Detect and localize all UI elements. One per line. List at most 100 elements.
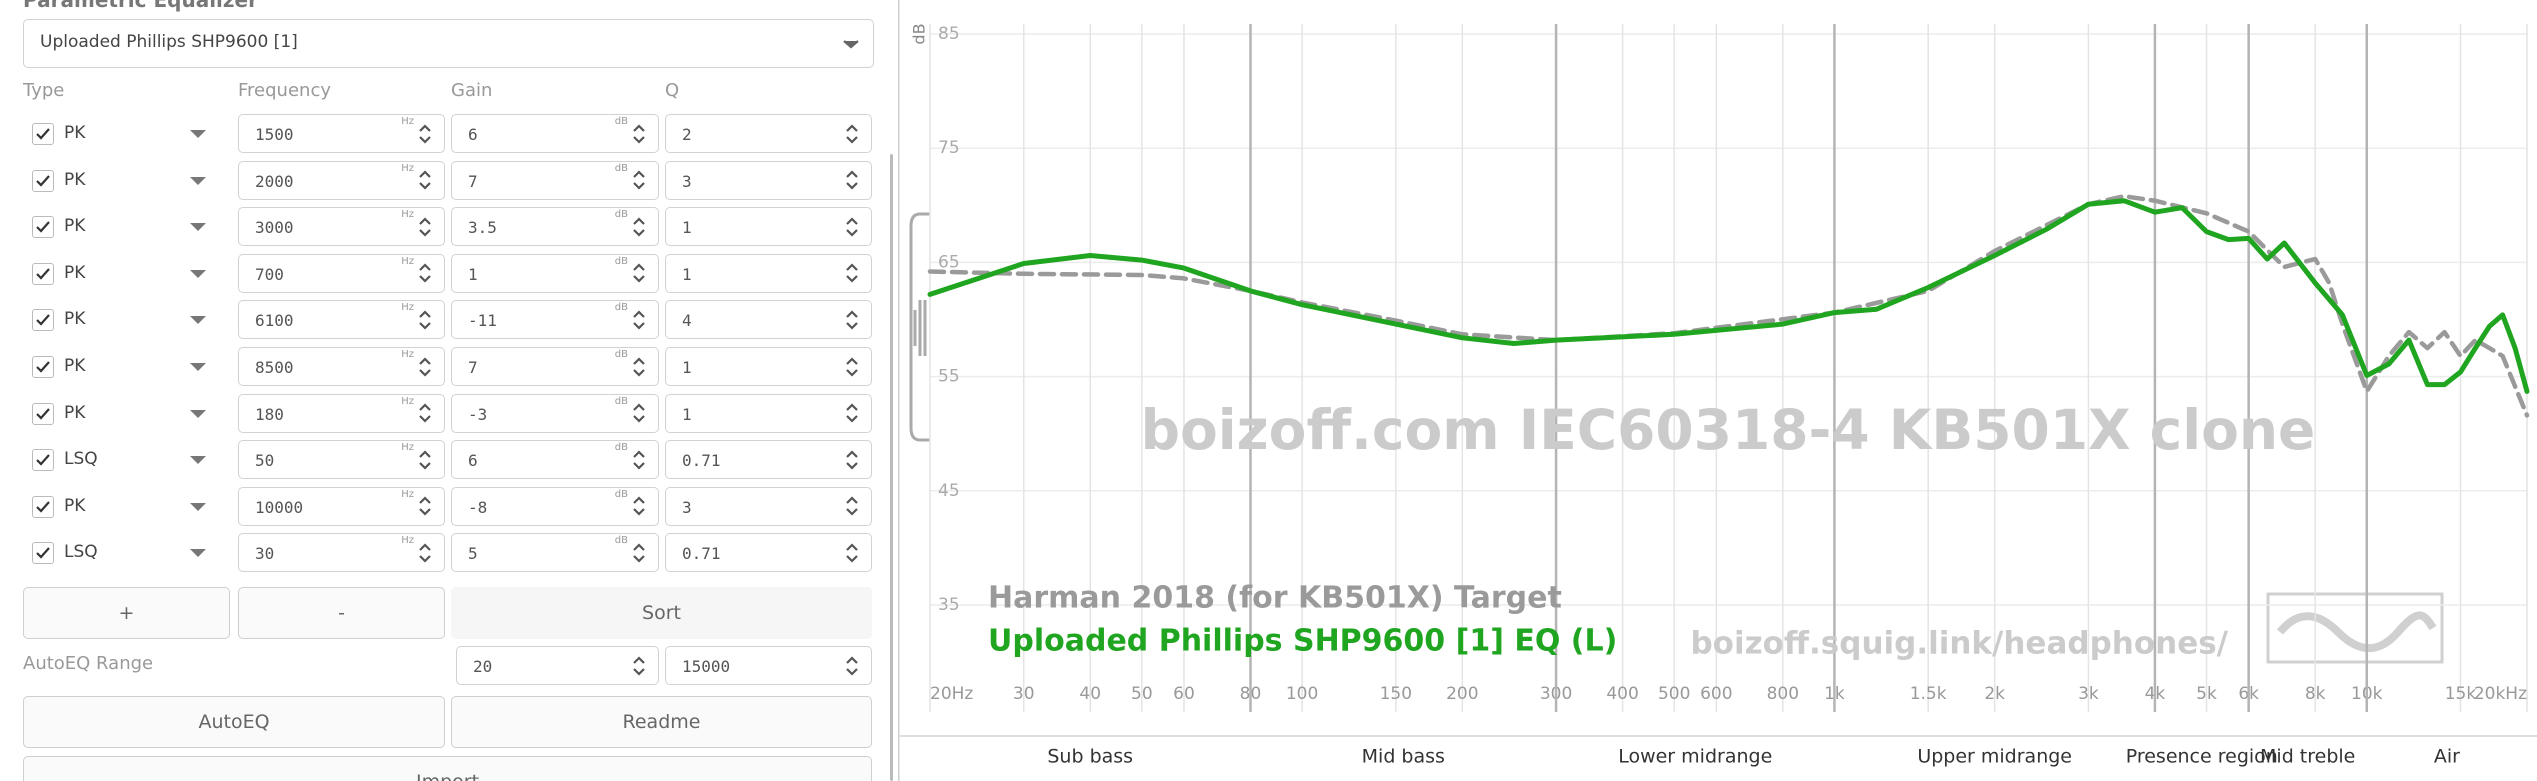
filter-checkbox[interactable] [32, 262, 54, 285]
filter-gain: 7 [468, 358, 478, 377]
x-tick-label: 800 [1767, 684, 1799, 704]
filter-q-input[interactable]: 1 [665, 207, 872, 247]
spinner-shape [419, 263, 431, 283]
spinner [846, 217, 858, 237]
range-handle[interactable] [909, 212, 930, 442]
filter-q-input[interactable]: 4 [665, 300, 872, 340]
x-tick-label: 40 [1079, 684, 1101, 704]
band-label: Air [2434, 746, 2460, 768]
filter-checkbox[interactable] [32, 123, 54, 145]
check-mark [36, 454, 50, 466]
spinner [419, 543, 431, 563]
spinner [633, 310, 645, 330]
filter-gain-input[interactable]: 6 dB [451, 114, 659, 153]
autoeq-min: 20 [473, 657, 493, 676]
type-dropdown[interactable] [190, 316, 206, 325]
filter-q-input[interactable]: 1 [665, 393, 872, 433]
filter-gain: 6 [468, 125, 478, 144]
filter-q-input[interactable]: 0.71 [665, 440, 872, 480]
type-dropdown[interactable] [190, 130, 206, 138]
type-dropdown[interactable] [190, 363, 206, 371]
filter-checkbox[interactable] [32, 169, 54, 192]
type-dropdown[interactable] [190, 456, 206, 465]
filter-q-input[interactable]: 3 [665, 486, 872, 526]
preset-select[interactable]: Uploaded Phillips SHP9600 [1] [23, 19, 874, 68]
filter-q: 1 [682, 404, 692, 424]
filter-type: LSQ [64, 542, 98, 563]
type-dropdown[interactable] [190, 269, 206, 278]
filter-freq-input[interactable]: 8500 Hz [238, 347, 445, 386]
filter-freq-input[interactable]: 180 Hz [238, 393, 445, 433]
type-dropdown[interactable] [190, 409, 206, 418]
unit-label: Hz [401, 116, 414, 127]
filter-gain-input[interactable]: -3 dB [451, 393, 659, 433]
filter-checkbox[interactable] [32, 495, 54, 518]
filter-gain-input[interactable]: 5 dB [451, 533, 659, 573]
spinner-shape [633, 310, 645, 330]
filter-q-input[interactable]: 1 [665, 253, 872, 293]
autoeq-max-input[interactable]: 15000 [665, 646, 872, 685]
check-mark-shape [36, 547, 50, 559]
spinner [419, 310, 431, 330]
type-dropdown[interactable] [190, 502, 206, 511]
spinner-shape [419, 310, 431, 330]
button-import[interactable]: Import [23, 756, 872, 781]
type-dropdown[interactable] [190, 549, 206, 558]
spinner [846, 450, 858, 470]
chart: 354555657585dB20Hz3040506080100150200300… [898, 0, 2537, 781]
panel-title: Parametric Equalizer [23, 0, 258, 12]
filter-gain-input[interactable]: -11 dB [451, 300, 659, 340]
filter-freq-input[interactable]: 10000 Hz [238, 486, 445, 526]
filter-checkbox[interactable] [32, 542, 54, 565]
filter-freq-input[interactable]: 30 Hz [238, 533, 445, 573]
preset-name: Uploaded Phillips SHP9600 [1] [40, 32, 298, 52]
filter-gain-input[interactable]: 6 dB [451, 440, 659, 480]
spinner-shape [846, 403, 858, 423]
filter-gain-input[interactable]: 3.5 dB [451, 207, 659, 247]
filter-q-input[interactable]: 0.71 [665, 533, 872, 573]
filter-type: PK [64, 356, 86, 376]
filter-freq-input[interactable]: 1500 Hz [238, 114, 445, 153]
filter-q-input[interactable]: 2 [665, 114, 872, 153]
filter-checkbox[interactable] [32, 356, 54, 378]
filter-freq-input[interactable]: 3000 Hz [238, 207, 445, 247]
filter-q-input[interactable]: 3 [665, 160, 872, 200]
button-readme[interactable]: Readme [451, 696, 872, 748]
filter-gain-input[interactable]: 7 dB [451, 160, 659, 200]
logo [2276, 611, 2437, 653]
spinner [846, 356, 858, 377]
x-tick-label: 60 [1173, 684, 1195, 704]
filter-checkbox[interactable] [32, 216, 54, 239]
button-remove[interactable]: - [238, 587, 445, 639]
button-add[interactable]: + [23, 587, 230, 639]
filter-checkbox[interactable] [32, 402, 54, 425]
unit-label: dB [614, 349, 628, 360]
y-tick-label: 85 [938, 24, 960, 44]
logo-box [2266, 592, 2444, 664]
filter-q: 1 [682, 218, 692, 238]
filter-q: 1 [682, 358, 692, 377]
filter-gain-input[interactable]: -8 dB [451, 486, 659, 526]
filter-checkbox[interactable] [32, 449, 54, 472]
filter-freq-input[interactable]: 2000 Hz [238, 160, 445, 200]
filter-gain-input[interactable]: 1 dB [451, 253, 659, 293]
filter-gain-input[interactable]: 7 dB [451, 347, 659, 386]
check-mark-shape [36, 128, 50, 140]
button-sort[interactable]: Sort [451, 587, 872, 639]
type-dropdown[interactable] [190, 176, 206, 185]
filter-freq-input[interactable]: 700 Hz [238, 253, 445, 293]
filter-q: 2 [682, 125, 692, 144]
filter-freq-input[interactable]: 50 Hz [238, 440, 445, 480]
band-label: Presence region [2126, 746, 2278, 768]
spinner-shape [633, 263, 645, 283]
type-dropdown[interactable] [190, 223, 206, 232]
button-autoeq[interactable]: AutoEQ [23, 696, 445, 748]
spinner [846, 263, 858, 283]
filter-freq-input[interactable]: 6100 Hz [238, 300, 445, 340]
filter-checkbox[interactable] [32, 309, 54, 332]
filter-q-input[interactable]: 1 [665, 347, 872, 386]
spinner [419, 403, 431, 423]
y-tick-label: 55 [938, 367, 960, 387]
autoeq-min-input[interactable]: 20 [456, 646, 659, 685]
spinner-shape [633, 123, 645, 144]
